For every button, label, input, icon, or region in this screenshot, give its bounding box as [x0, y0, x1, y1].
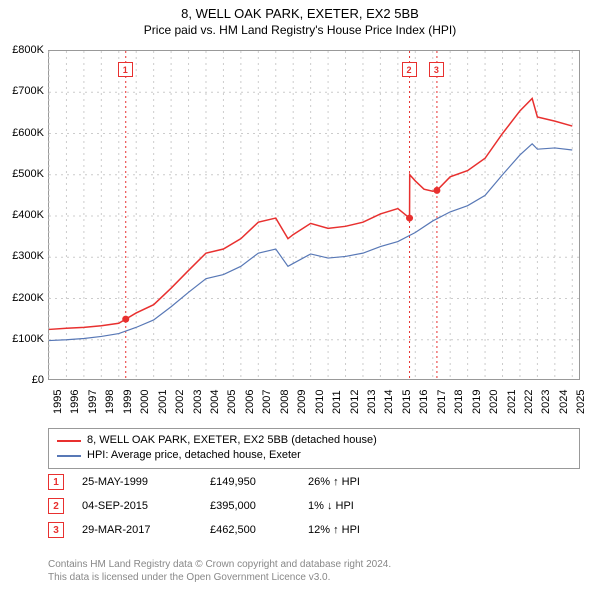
xtick-label: 2009 — [296, 390, 308, 414]
sale-delta: 12% ↑ HPI — [308, 524, 408, 536]
xtick-label: 2014 — [383, 390, 395, 414]
xtick-label: 1995 — [52, 390, 64, 414]
ytick-label: £800K — [12, 44, 44, 56]
xtick-label: 2012 — [349, 390, 361, 414]
legend-swatch — [57, 440, 81, 442]
title-subtitle: Price paid vs. HM Land Registry's House … — [0, 23, 600, 37]
attribution: Contains HM Land Registry data © Crown c… — [48, 558, 391, 584]
sale-row: 3 29-MAR-2017 £462,500 12% ↑ HPI — [48, 518, 580, 542]
chart-container: 8, WELL OAK PARK, EXETER, EX2 5BB Price … — [0, 0, 600, 590]
xtick-label: 2008 — [279, 390, 291, 414]
sale-price: £462,500 — [210, 524, 290, 536]
legend-swatch — [57, 455, 81, 457]
legend-label: HPI: Average price, detached house, Exet… — [87, 448, 301, 463]
sale-badge: 2 — [48, 498, 64, 514]
xtick-label: 2018 — [453, 390, 465, 414]
sale-date: 04-SEP-2015 — [82, 500, 192, 512]
title-block: 8, WELL OAK PARK, EXETER, EX2 5BB Price … — [0, 0, 600, 37]
sale-date: 29-MAR-2017 — [82, 524, 192, 536]
xtick-label: 2001 — [157, 390, 169, 414]
ytick-label: £200K — [12, 292, 44, 304]
ytick-label: £0 — [32, 374, 44, 386]
ytick-label: £400K — [12, 209, 44, 221]
legend-row: 8, WELL OAK PARK, EXETER, EX2 5BB (detac… — [57, 433, 571, 448]
legend: 8, WELL OAK PARK, EXETER, EX2 5BB (detac… — [48, 428, 580, 469]
ytick-label: £300K — [12, 250, 44, 262]
ytick-label: £500K — [12, 168, 44, 180]
xtick-label: 1996 — [69, 390, 81, 414]
xtick-label: 2010 — [314, 390, 326, 414]
xtick-label: 2005 — [226, 390, 238, 414]
xtick-label: 2000 — [139, 390, 151, 414]
xtick-label: 2013 — [366, 390, 378, 414]
ytick-label: £700K — [12, 85, 44, 97]
sale-row: 1 25-MAY-1999 £149,950 26% ↑ HPI — [48, 470, 580, 494]
xtick-label: 1998 — [104, 390, 116, 414]
sale-price: £395,000 — [210, 500, 290, 512]
xtick-label: 2020 — [488, 390, 500, 414]
sale-badge: 3 — [48, 522, 64, 538]
sales-table: 1 25-MAY-1999 £149,950 26% ↑ HPI 2 04-SEP-201… — [48, 470, 580, 542]
ytick-label: £600K — [12, 127, 44, 139]
ytick-label: £100K — [12, 333, 44, 345]
sale-delta: 1% ↓ HPI — [308, 500, 408, 512]
xtick-label: 2016 — [418, 390, 430, 414]
sale-row: 2 04-SEP-2015 £395,000 1% ↓ HPI — [48, 494, 580, 518]
legend-label: 8, WELL OAK PARK, EXETER, EX2 5BB (detac… — [87, 433, 377, 448]
xtick-label: 2022 — [523, 390, 535, 414]
xtick-label: 2024 — [558, 390, 570, 414]
sale-price: £149,950 — [210, 476, 290, 488]
xtick-label: 2023 — [540, 390, 552, 414]
sale-badge: 1 — [48, 474, 64, 490]
xtick-label: 2011 — [331, 390, 343, 414]
xtick-label: 1997 — [87, 390, 99, 414]
sale-marker-badge: 3 — [429, 62, 444, 77]
chart-svg — [49, 51, 579, 379]
xtick-label: 2019 — [471, 390, 483, 414]
legend-row: HPI: Average price, detached house, Exet… — [57, 448, 571, 463]
sale-marker-badge: 2 — [402, 62, 417, 77]
xtick-label: 2002 — [174, 390, 186, 414]
xtick-label: 2006 — [244, 390, 256, 414]
xtick-label: 2003 — [192, 390, 204, 414]
attribution-line1: Contains HM Land Registry data © Crown c… — [48, 558, 391, 571]
xtick-label: 2025 — [575, 390, 587, 414]
sale-marker-badge: 1 — [118, 62, 133, 77]
xtick-label: 1999 — [122, 390, 134, 414]
chart-plot-area — [48, 50, 580, 380]
attribution-line2: This data is licensed under the Open Gov… — [48, 571, 391, 584]
xtick-label: 2007 — [261, 390, 273, 414]
xtick-label: 2021 — [506, 390, 518, 414]
xtick-label: 2015 — [401, 390, 413, 414]
title-address: 8, WELL OAK PARK, EXETER, EX2 5BB — [0, 6, 600, 21]
sale-date: 25-MAY-1999 — [82, 476, 192, 488]
sale-delta: 26% ↑ HPI — [308, 476, 408, 488]
xtick-label: 2004 — [209, 390, 221, 414]
xtick-label: 2017 — [436, 390, 448, 414]
